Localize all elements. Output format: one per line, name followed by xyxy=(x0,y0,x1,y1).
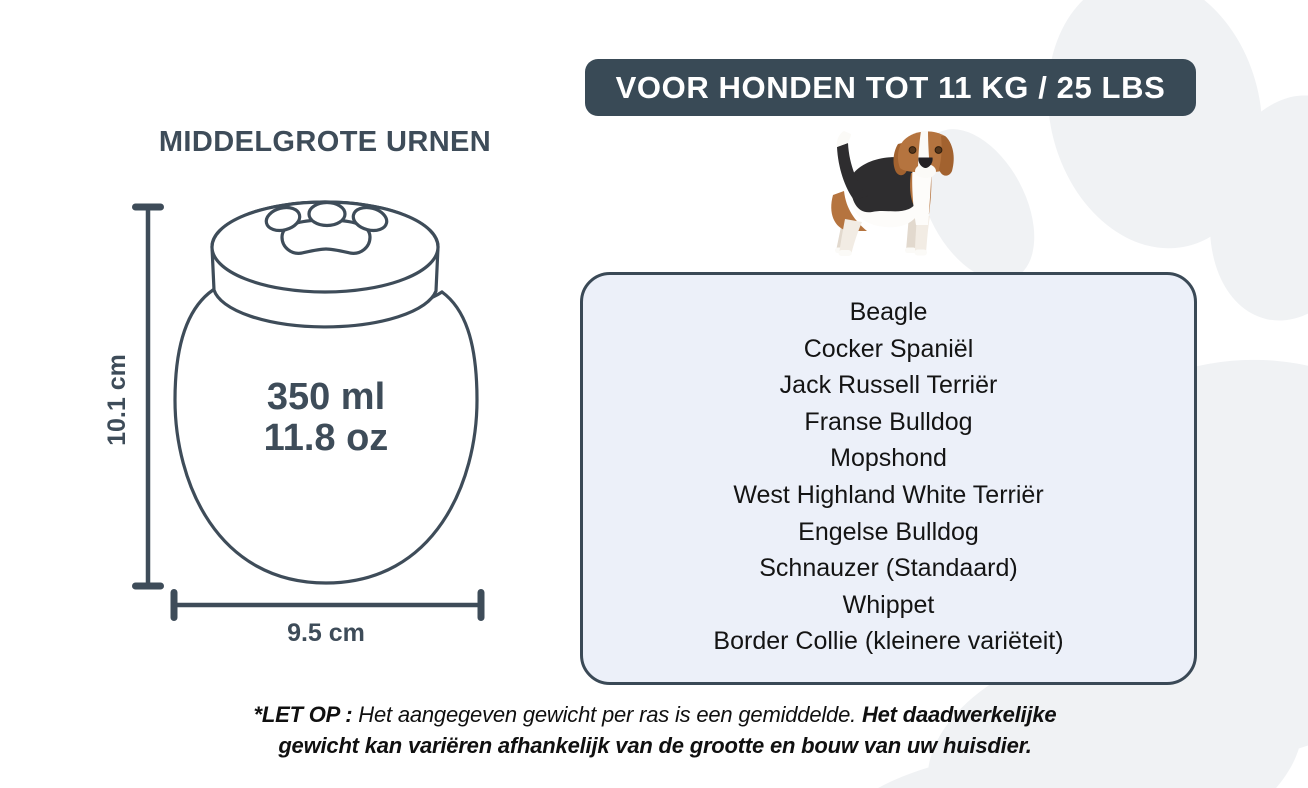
paw-bg-pad xyxy=(836,749,1164,788)
footnote-prefix: *LET OP : xyxy=(253,702,359,727)
breed-item: Engelse Bulldog xyxy=(798,517,979,546)
breed-item: Schnauzer (Standaard) xyxy=(759,554,1018,583)
breed-item: Franse Bulldog xyxy=(804,407,973,436)
footnote-bold-end: gewicht kan variëren afhankelijk van de … xyxy=(278,732,1032,758)
page-title: MIDDELGROTE URNEN xyxy=(158,126,492,158)
footnote-line1: *LET OP : Het aangegeven gewicht per ras… xyxy=(150,700,1160,731)
breed-item: Border Collie (kleinere variëteit) xyxy=(713,627,1064,656)
footnote: *LET OP : Het aangegeven gewicht per ras… xyxy=(150,700,1160,761)
volume-imperial: 11.8 oz xyxy=(263,417,389,459)
paw-print-icon xyxy=(264,200,389,255)
breeds-box: Beagle Cocker Spaniël Jack Russell Terriër… xyxy=(580,272,1197,685)
footnote-bold-start: Het daadwerkelijke xyxy=(861,702,1057,727)
beagle-illustration xyxy=(831,131,954,256)
breeds-list: Beagle Cocker Spaniël Jack Russell Terriër… xyxy=(583,275,1194,660)
volume-metric: 350 ml xyxy=(266,376,386,418)
breed-item: Whippet xyxy=(842,590,935,619)
breed-item: Beagle xyxy=(849,298,928,326)
width-measure-line xyxy=(170,589,485,621)
footnote-normal: Het aangegeven gewicht per ras is een ge… xyxy=(358,702,862,727)
breed-item: Cocker Spaniël xyxy=(803,334,974,363)
urn-diagram xyxy=(132,200,485,621)
urn-volume-label: 350 ml 11.8 oz xyxy=(166,377,486,459)
paw-bg-pad xyxy=(927,635,1303,788)
weight-banner: VOOR HONDEN TOT 11 KG / 25 LBS xyxy=(585,59,1196,116)
urn-height-label: 10.1 cm xyxy=(103,354,131,446)
height-measure-line xyxy=(132,203,164,590)
breed-item: Mopshond xyxy=(830,444,947,473)
footnote-line2: gewicht kan variëren afhankelijk van de … xyxy=(150,731,1160,762)
breed-item: West Highland White Terriër xyxy=(733,480,1044,509)
breed-item: Jack Russell Terriër xyxy=(779,371,998,400)
paw-bg-toe xyxy=(1209,95,1308,321)
urn-width-label: 9.5 cm xyxy=(287,619,365,647)
